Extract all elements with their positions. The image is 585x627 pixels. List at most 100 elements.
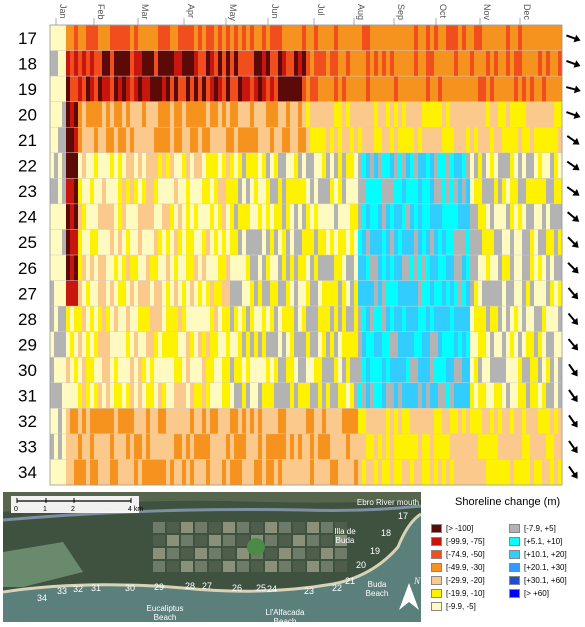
heatmap-cell	[254, 152, 259, 179]
legend-item: [-7.9, +5]	[509, 522, 556, 534]
heatmap-cell	[462, 255, 467, 281]
heatmap-cell	[194, 203, 199, 230]
heatmap-cell	[314, 229, 319, 256]
heatmap-cell	[250, 203, 255, 230]
heatmap-cell	[438, 152, 443, 179]
heatmap-cell	[466, 357, 471, 384]
heatmap-cell	[294, 101, 299, 128]
field-plot	[321, 535, 333, 546]
heatmap-cell	[438, 433, 443, 460]
heatmap-cell	[454, 50, 459, 77]
heatmap-cell	[214, 408, 219, 435]
heatmap-cell	[554, 178, 559, 205]
heatmap-cell	[358, 178, 363, 205]
heatmap-cell	[214, 178, 219, 205]
heatmap-cell	[218, 50, 223, 77]
heatmap-cell	[194, 127, 199, 154]
heatmap-cell	[194, 152, 199, 179]
heatmap-cell	[258, 382, 263, 409]
heatmap-cell	[354, 357, 359, 384]
heatmap-cell	[414, 25, 419, 51]
heatmap-cell	[134, 408, 139, 435]
heatmap-cell	[374, 25, 379, 51]
field-plot	[167, 548, 179, 559]
heatmap-cell	[166, 357, 171, 384]
heatmap-cell	[94, 127, 99, 154]
heatmap-cell	[342, 408, 347, 435]
heatmap-cell	[430, 178, 435, 205]
heatmap-cell	[418, 357, 423, 384]
heatmap-cell	[554, 203, 559, 230]
heatmap-cell	[50, 152, 55, 179]
field-plot	[293, 561, 305, 572]
transect-number-21: 21	[345, 576, 355, 586]
heatmap-cell	[222, 408, 227, 435]
heatmap-cell	[330, 382, 335, 409]
heatmap-cell	[122, 433, 127, 460]
heatmap-cell	[270, 76, 275, 102]
heatmap-cell	[154, 152, 159, 179]
heatmap-cell	[218, 101, 223, 128]
heatmap-cell	[526, 357, 531, 384]
heatmap-cell	[406, 408, 411, 435]
heatmap-cell	[426, 127, 431, 154]
heatmap-cell	[214, 25, 219, 51]
heatmap-cell	[138, 433, 143, 460]
heatmap-cell	[202, 76, 207, 102]
heatmap-cell	[410, 127, 415, 154]
heatmap-cell	[206, 459, 211, 486]
heatmap-cell	[430, 127, 435, 154]
heatmap-cell	[422, 127, 427, 154]
heatmap-cell	[262, 50, 267, 77]
heatmap-cell	[518, 101, 523, 128]
heatmap-cell	[110, 50, 115, 77]
heatmap-cell	[214, 50, 219, 77]
heatmap-cell	[366, 408, 371, 435]
heatmap-cell	[442, 101, 447, 128]
heatmap-cell	[238, 459, 243, 486]
heatmap-cell	[134, 50, 139, 77]
heatmap-cell	[510, 101, 515, 128]
heatmap-cell	[414, 255, 419, 281]
heatmap-cell	[446, 25, 451, 51]
heatmap-cell	[526, 382, 531, 409]
heatmap-cell	[478, 382, 483, 409]
heatmap-cell	[490, 178, 495, 205]
heatmap-cell	[450, 408, 455, 435]
heatmap-cell	[386, 203, 391, 230]
heatmap-cell	[282, 357, 287, 384]
heatmap-cell	[162, 127, 167, 154]
heatmap-cell	[490, 152, 495, 179]
heatmap-cell	[182, 331, 187, 358]
heatmap-cell	[146, 357, 151, 384]
heatmap-cell	[254, 306, 259, 332]
heatmap-cell	[362, 152, 367, 179]
heatmap-cell	[294, 50, 299, 77]
heatmap-cell	[394, 459, 399, 486]
heatmap-cell	[490, 433, 495, 460]
heatmap-cell	[402, 255, 407, 281]
heatmap-cell	[194, 306, 199, 332]
heatmap-cell	[114, 331, 119, 358]
heatmap-cell	[490, 306, 495, 332]
field-plot	[237, 522, 249, 533]
heatmap-cell	[502, 433, 507, 460]
heatmap-cell	[290, 306, 295, 332]
heatmap-cell	[546, 357, 551, 384]
heatmap-cell	[406, 459, 411, 486]
heatmap-cell	[62, 152, 67, 179]
heatmap-cell	[190, 433, 195, 460]
heatmap-cell	[114, 229, 119, 256]
heatmap-cell	[354, 25, 359, 51]
heatmap-cell	[266, 306, 271, 332]
heatmap-cell	[314, 255, 319, 281]
heatmap-cell	[110, 459, 115, 486]
row-label-29: 29	[18, 335, 37, 354]
heatmap-cell	[206, 25, 211, 51]
heatmap-cell	[70, 178, 75, 205]
heatmap-cell	[530, 459, 535, 486]
heatmap-cell	[94, 203, 99, 230]
heatmap-cell	[358, 76, 363, 102]
heatmap-cell	[510, 433, 515, 460]
heatmap-cell	[230, 382, 235, 409]
